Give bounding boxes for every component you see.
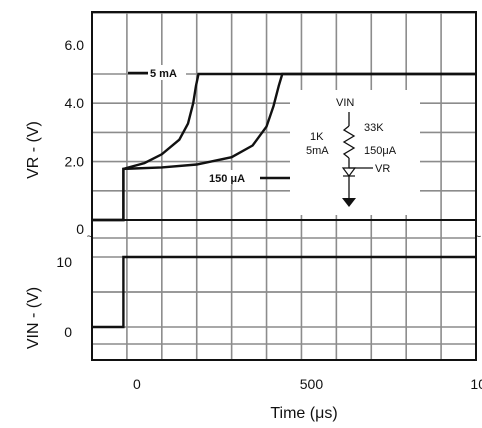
schematic-label-150ua: 150μA xyxy=(364,145,397,157)
y-axis-label-top: VR - (V) xyxy=(25,121,42,179)
schematic-vin-label: VIN xyxy=(336,97,354,109)
y-tick-label-bottom: 10 xyxy=(56,254,72,270)
schematic-vr-label: VR xyxy=(375,163,390,175)
schematic-label-33k: 33K xyxy=(364,122,384,134)
bottom-plot-frame xyxy=(92,220,476,360)
axis-break-mark-right: ~ xyxy=(475,231,481,243)
x-tick-label: 1000 xyxy=(470,376,482,392)
y-tick-label-top: 0 xyxy=(76,221,84,237)
annotation-5ma: 5 mA xyxy=(150,68,177,80)
schematic-label-5ma: 5mA xyxy=(306,145,329,157)
x-tick-label: 500 xyxy=(300,376,324,392)
axis-break-mark-left: ~ xyxy=(87,231,93,243)
schematic-label-1k: 1K xyxy=(310,131,324,143)
y-tick-label-top: 2.0 xyxy=(65,154,85,170)
x-tick-label: 0 xyxy=(133,376,141,392)
plot-frame: ~ ~ xyxy=(87,12,481,360)
annotation-150ua: 150 μA xyxy=(209,173,245,185)
y-tick-label-top: 6.0 xyxy=(65,37,85,53)
y-tick-label-bottom: 0 xyxy=(64,324,72,340)
x-axis-label: Time (μs) xyxy=(270,405,337,422)
y-tick-label-top: 4.0 xyxy=(65,95,85,111)
y-axis-label-bottom: VIN - (V) xyxy=(25,287,42,349)
circuit-schematic: VIN 1K 5mA 33K 150μA VR xyxy=(290,90,420,215)
